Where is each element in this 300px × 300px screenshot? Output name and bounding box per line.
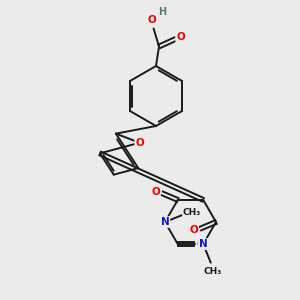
Text: CH₃: CH₃ xyxy=(183,208,201,217)
Text: H: H xyxy=(158,7,166,17)
Text: N: N xyxy=(160,217,169,227)
Text: O: O xyxy=(176,32,185,42)
Text: O: O xyxy=(135,138,144,148)
Text: CH₃: CH₃ xyxy=(203,267,221,276)
Text: O: O xyxy=(189,225,198,235)
Text: N: N xyxy=(199,239,208,249)
Text: O: O xyxy=(196,239,205,249)
Text: O: O xyxy=(148,15,157,25)
Text: O: O xyxy=(151,187,160,197)
